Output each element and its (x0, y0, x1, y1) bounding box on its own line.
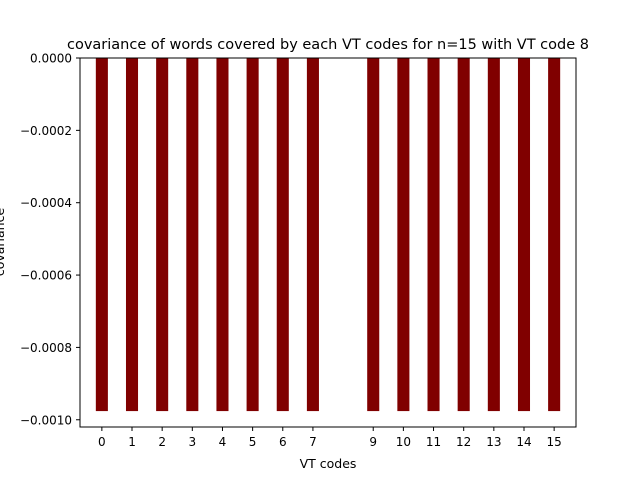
x-tick-label: 0 (98, 435, 106, 449)
y-tick-label: −0.0004 (20, 196, 72, 210)
x-tick-label: 4 (219, 435, 227, 449)
y-tick-label: −0.0010 (20, 413, 72, 427)
x-tick-label: 1 (128, 435, 136, 449)
bar-vt-14 (517, 58, 531, 412)
bar-vt-0 (95, 58, 108, 412)
bar-vt-2 (156, 58, 169, 412)
bar-vt-3 (186, 58, 199, 412)
y-axis-ticks: 0.0000 −0.0002 −0.0004 −0.0006 −0.0008 −0.001… (20, 52, 80, 427)
bar-vt-12 (457, 58, 470, 412)
x-tick-label: 11 (426, 435, 441, 449)
y-tick-label: 0.0000 (30, 52, 72, 66)
bars-group (95, 58, 561, 412)
x-tick-label: 10 (396, 435, 411, 449)
x-axis-ticks: 0 1 2 3 4 5 6 7 9 10 11 12 13 14 15 (98, 427, 562, 449)
x-tick-label: 2 (158, 435, 166, 449)
bar-vt-5 (246, 58, 259, 412)
y-axis-label: covariance (0, 208, 7, 277)
bar-vt-10 (397, 58, 410, 412)
y-tick-label: −0.0006 (20, 269, 72, 283)
bar-vt-13 (487, 58, 500, 412)
x-tick-label: 15 (546, 435, 561, 449)
bar-vt-11 (427, 58, 440, 412)
bar-vt-1 (125, 58, 139, 412)
bar-vt-6 (276, 58, 289, 412)
bar-vt-9 (367, 58, 380, 412)
bar-vt-4 (216, 58, 229, 412)
x-tick-label: 9 (369, 435, 377, 449)
x-tick-label: 5 (249, 435, 257, 449)
x-tick-label: 6 (279, 435, 287, 449)
x-tick-label: 7 (309, 435, 317, 449)
x-tick-label: 3 (188, 435, 196, 449)
y-tick-label: −0.0008 (20, 341, 72, 355)
x-tick-label: 13 (486, 435, 501, 449)
y-tick-label: −0.0002 (20, 124, 72, 138)
bar-vt-7 (306, 58, 319, 412)
x-tick-label: 12 (456, 435, 471, 449)
plot-frame (79, 57, 577, 428)
x-axis-label: VT codes (300, 456, 357, 471)
x-tick-label: 14 (516, 435, 531, 449)
chart-title: covariance of words covered by each VT c… (67, 37, 589, 53)
bar-vt-15 (548, 58, 561, 412)
